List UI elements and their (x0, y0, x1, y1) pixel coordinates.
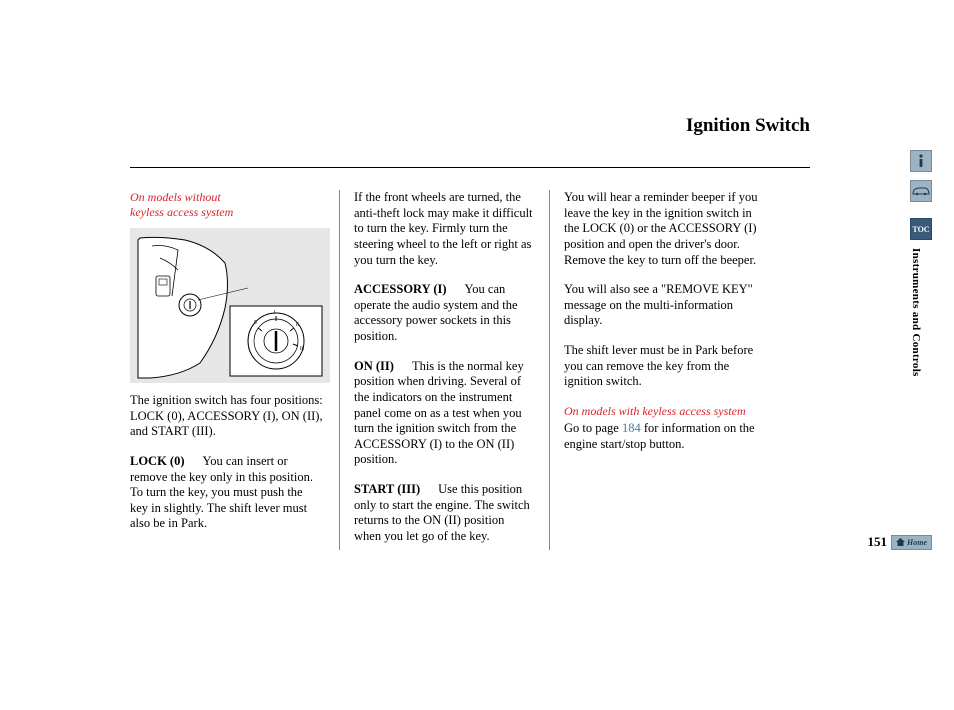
on-label: ON (II) (354, 359, 394, 373)
beeper-paragraph: You will hear a reminder beeper if you l… (564, 190, 760, 268)
lock-label: LOCK (0) (130, 454, 185, 468)
model-note-without: On models without keyless access system (130, 190, 323, 220)
lock-paragraph: LOCK (0)You can insert or remove the key… (130, 454, 323, 532)
park-paragraph: The shift lever must be in Park before y… (564, 343, 760, 390)
note-line2: keyless access system (130, 205, 233, 219)
sidebar-nav: TOC Instruments and Controls (910, 150, 932, 377)
home-button[interactable]: Home (891, 535, 932, 550)
svg-text:II: II (296, 322, 299, 328)
page-number-area: 151 Home (868, 534, 933, 550)
home-label: Home (907, 538, 927, 547)
page-title: Ignition Switch (130, 115, 810, 137)
svg-text:0: 0 (254, 320, 257, 326)
column-1: On models without keyless access system (130, 190, 340, 550)
page-link-184[interactable]: 184 (622, 421, 641, 435)
on-text: This is the normal key position when dri… (354, 359, 524, 467)
column-3: You will hear a reminder beeper if you l… (550, 190, 760, 550)
toc-button[interactable]: TOC (910, 218, 932, 240)
car-icon[interactable] (910, 180, 932, 202)
model-note-with: On models with keyless access system (564, 404, 760, 419)
section-label: Instruments and Controls (910, 248, 922, 377)
on-paragraph: ON (II)This is the normal key position w… (354, 359, 533, 468)
title-rule (130, 167, 810, 168)
svg-text:I: I (274, 310, 275, 316)
accessory-paragraph: ACCESSORY (I)You can operate the audio s… (354, 282, 533, 345)
svg-text:III: III (300, 346, 304, 352)
start-label: START (III) (354, 482, 420, 496)
ignition-diagram: 0 I II III (130, 228, 330, 383)
start-paragraph: START (III)Use this position only to sta… (354, 482, 533, 545)
info-icon[interactable] (910, 150, 932, 172)
columns: On models without keyless access system (130, 190, 810, 550)
accessory-label: ACCESSORY (I) (354, 282, 447, 296)
goto-pre: Go to page (564, 421, 622, 435)
page-number: 151 (868, 534, 888, 550)
intro-paragraph: The ignition switch has four positions: … (130, 393, 323, 440)
note-line1: On models without (130, 190, 221, 204)
wheels-paragraph: If the front wheels are turned, the anti… (354, 190, 533, 268)
home-icon (896, 538, 905, 546)
goto-paragraph: Go to page 184 for information on the en… (564, 421, 760, 452)
remove-key-paragraph: You will also see a "REMOVE KEY" message… (564, 282, 760, 329)
page-content: Ignition Switch On models without keyles… (130, 115, 810, 550)
column-2: If the front wheels are turned, the anti… (340, 190, 550, 550)
